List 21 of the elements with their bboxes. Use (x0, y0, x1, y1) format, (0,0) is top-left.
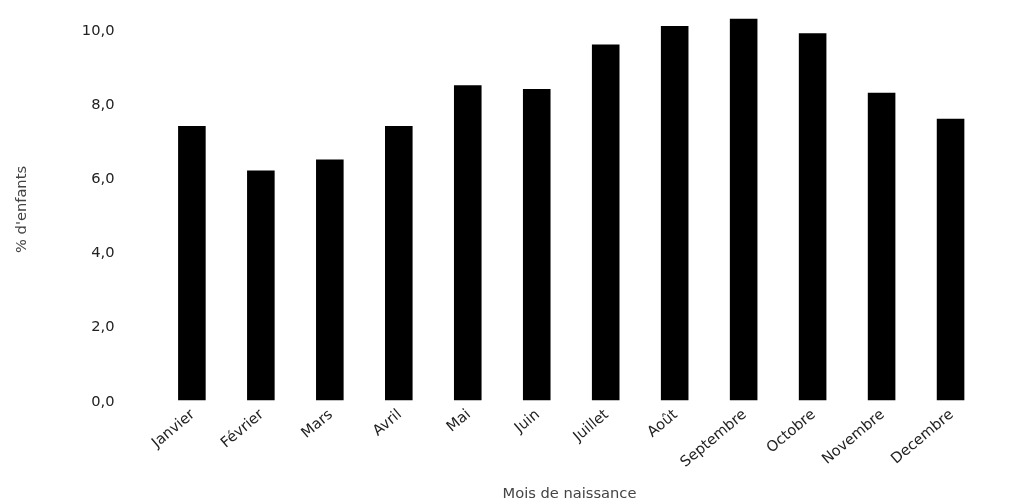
bar (729, 18, 758, 401)
bar (660, 25, 689, 401)
x-axis-title: Mois de naissance (502, 484, 637, 502)
bar (867, 92, 896, 401)
bar (936, 118, 965, 401)
bar (522, 88, 551, 401)
y-tick-label: 6,0 (91, 168, 115, 186)
bar (453, 85, 482, 401)
y-tick-label: 0,0 (91, 391, 115, 409)
bar (591, 44, 620, 401)
bar (798, 33, 827, 401)
x-tick-label: Mai (442, 404, 474, 435)
y-tick-label: 10,0 (81, 20, 115, 38)
bar (316, 159, 344, 401)
y-axis-title: % d'enfants (11, 165, 29, 254)
bar (385, 126, 413, 401)
y-tick-label: 2,0 (91, 317, 115, 335)
bar (178, 126, 206, 401)
y-tick-label: 4,0 (91, 243, 115, 261)
bar (247, 170, 275, 401)
y-tick-label: 8,0 (91, 94, 115, 112)
